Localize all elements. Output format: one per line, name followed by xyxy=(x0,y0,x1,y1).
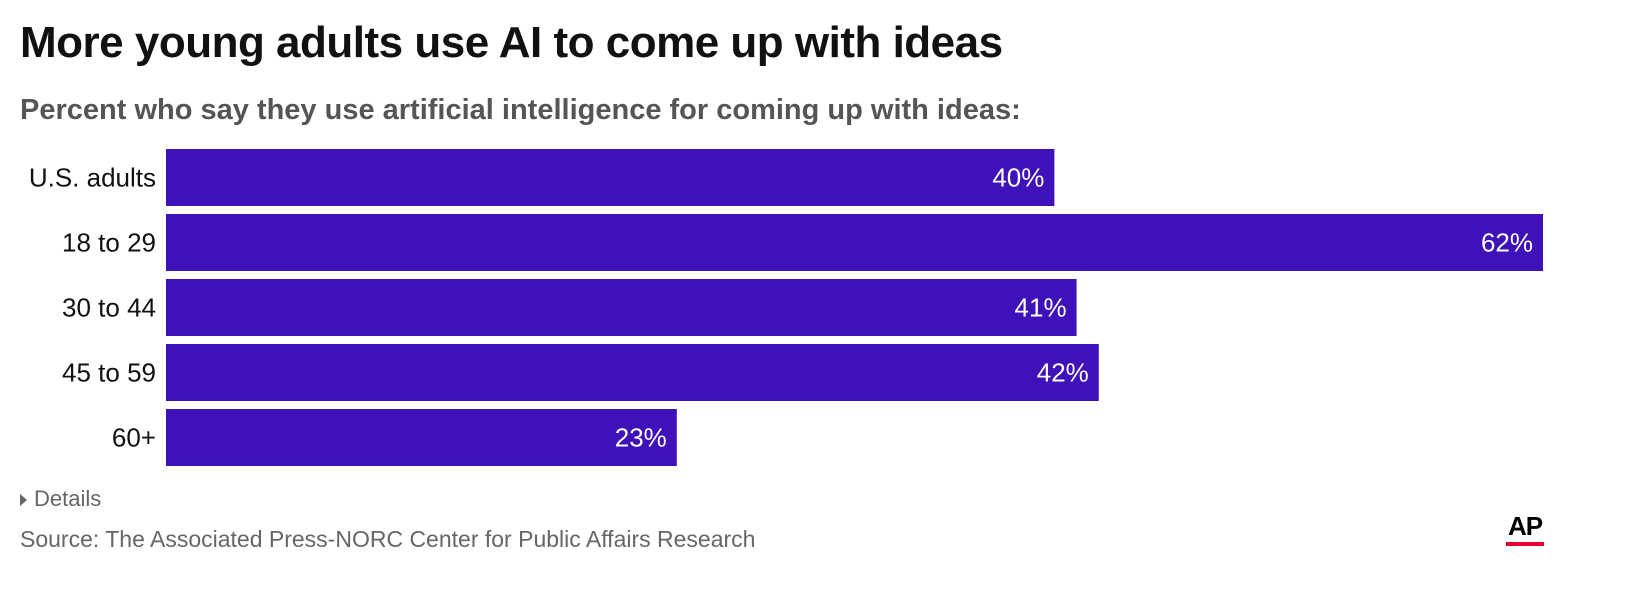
bar-0 xyxy=(166,149,1055,206)
source-note: Source: The Associated Press-NORC Center… xyxy=(20,526,756,552)
value-label-0: 40% xyxy=(992,163,1044,193)
bar-2 xyxy=(166,279,1077,336)
value-label-3: 42% xyxy=(1037,358,1089,388)
category-label-3: 45 to 59 xyxy=(62,358,156,388)
ap-logo-underline xyxy=(1506,542,1544,546)
category-label-4: 60+ xyxy=(112,423,156,453)
bar-chart: U.S. adults 40% 18 to 29 62% 30 to 44 41% 45 t… xyxy=(29,149,1543,466)
category-label-0: U.S. adults xyxy=(29,163,156,193)
value-label-4: 23% xyxy=(615,423,667,453)
category-label-1: 18 to 29 xyxy=(62,228,156,258)
bar-1 xyxy=(166,214,1543,271)
category-label-2: 30 to 44 xyxy=(62,293,156,323)
ap-logo-text: AP xyxy=(1507,511,1543,541)
ap-logo: AP xyxy=(1506,512,1544,546)
value-label-1: 62% xyxy=(1481,228,1533,258)
chart-subtitle: Percent who say they use artificial inte… xyxy=(20,94,1021,126)
value-label-2: 41% xyxy=(1015,293,1067,323)
bar-3 xyxy=(166,344,1099,401)
chart-title: More young adults use AI to come up with… xyxy=(20,18,1003,67)
bar-4 xyxy=(166,409,677,466)
details-toggle[interactable]: Details xyxy=(20,486,101,512)
details-label: Details xyxy=(34,486,102,511)
caret-right-icon xyxy=(20,493,27,506)
